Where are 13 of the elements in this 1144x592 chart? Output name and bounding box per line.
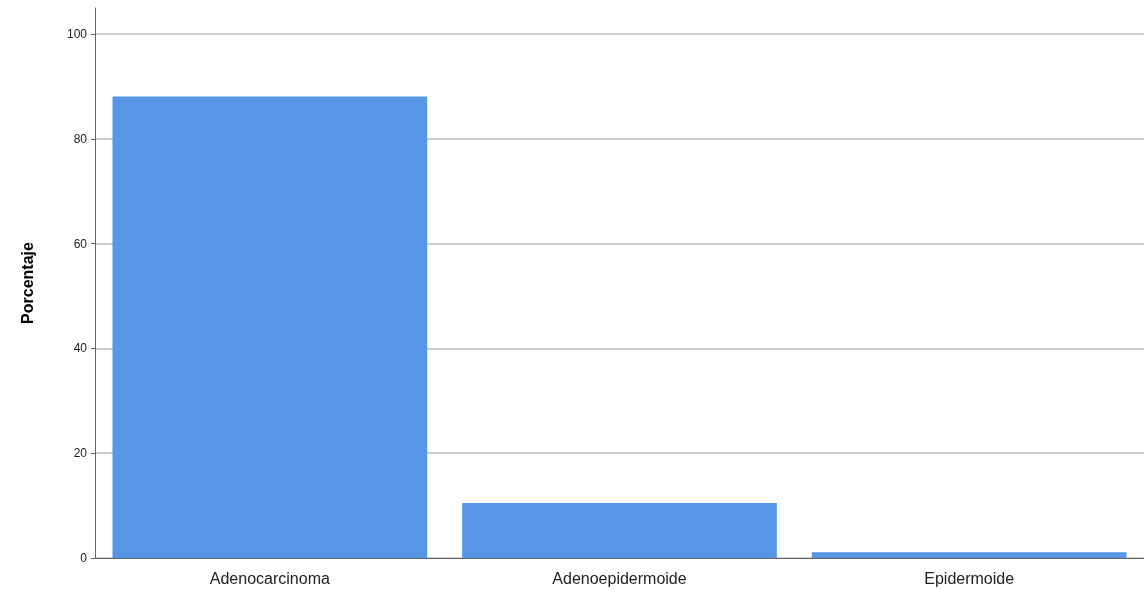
y-axis-title: Porcentaje [18,241,36,324]
x-tick-label: Adenocarcinoma [209,569,330,587]
y-tick-label: 100 [66,27,88,42]
x-tick-label: Epidermoide [924,569,1015,587]
bar [112,96,428,558]
y-tick-label: 0 [80,551,88,565]
y-tick-label: 80 [73,131,88,146]
x-tick-label: Adenoepidermoide [552,569,687,587]
bar [811,552,1127,558]
y-tick-label: 60 [73,236,88,251]
bar [462,503,777,558]
y-tick-label: 40 [73,341,88,356]
y-tick-label: 20 [73,446,88,461]
